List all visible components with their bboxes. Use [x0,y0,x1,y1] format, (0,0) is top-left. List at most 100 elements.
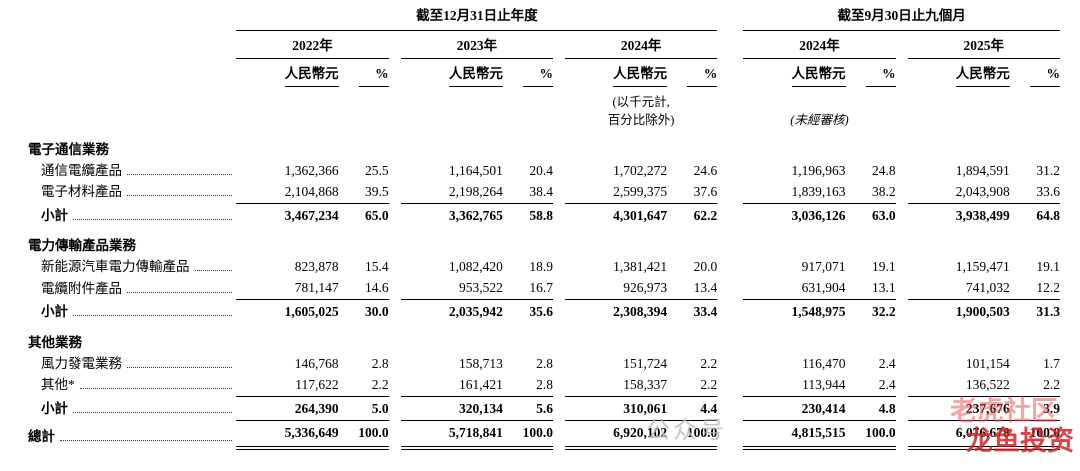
subtotal-row: 小計 1,605,025 30.0 2,035,942 35.6 2,308,394 33.… [28,298,1060,324]
money-cell: 1,900,503 [907,298,1010,324]
period-nine-month-header: 截至9月30日止九個月 [743,6,1060,31]
money-cell: 146,768 [294,355,339,371]
money-cell: 926,973 [623,280,668,296]
row-label-cell: 新能源汽車電力傳輸產品 [28,257,236,278]
pct-cell: 2.8 [371,355,389,371]
money-cell: 2,198,264 [448,183,503,199]
money-cell: 101,154 [965,355,1010,371]
pct-cell: 2.2 [700,376,718,392]
pct-cell: 100.0 [338,420,389,451]
column-gap [389,421,401,448]
column-gap [717,30,743,58]
table-row: 新能源汽車電力傳輸產品 823,878 15.4 1,082,420 18.9 1,381… [28,257,1060,278]
dot-leader [127,195,233,197]
money-cell: 2,035,942 [400,298,503,324]
dot-leader [73,412,233,413]
money-cell: 5,718,841 [400,420,503,451]
column-gap [717,89,743,131]
table-row: 電子材料產品 2,104,868 39.5 2,198,264 38.4 2,599,37… [28,182,1060,203]
table-header: 截至12月31日止年度 截至9月30日止九個月 2022年 2023年 2024… [28,6,1060,131]
money-cell: 1,159,471 [955,259,1010,275]
pct-cell: 33.6 [1036,183,1060,199]
column-gap [896,278,908,299]
column-notes-row: (以千元計, 百分比除外) (未經審核) [28,89,1060,131]
row-label-cell: 電纜附件產品 [28,278,236,299]
column-gap [896,182,908,203]
money-header-label: 人民幣元 [613,66,668,87]
money-cell: 2,599,375 [613,183,668,199]
row-label-cell: 小計 [28,203,236,227]
money-cell: 136,522 [965,376,1010,392]
row-label-cell: 總計 [28,421,236,448]
column-gap [553,182,565,203]
pct-cell: 33.4 [667,298,718,324]
pct-header: % [339,58,389,88]
column-gap [717,6,743,30]
section-header-row: 電子通信業務 [28,131,1060,161]
column-gap [389,58,401,88]
column-gap [553,161,565,182]
column-gap [553,354,565,375]
pct-cell: 2.4 [878,355,896,371]
money-cell: 2,043,908 [955,183,1010,199]
money-cell: 6,920,102 [564,420,668,451]
dot-leader [194,270,233,272]
money-cell: 5,336,649 [236,420,339,451]
subtotal-row: 小計 264,390 5.0 320,134 5.6 310,061 4.4 230,414 4… [28,395,1060,421]
pct-cell: 5.0 [338,395,389,421]
dot-leader [127,291,233,293]
pct-cell: 58.8 [502,202,553,228]
column-gap [896,396,908,421]
pct-cell: 62.2 [667,202,718,228]
column-gap [896,375,908,396]
subtotal-row: 小計 3,467,234 65.0 3,362,765 58.8 4,301,647 62.… [28,202,1060,228]
column-gap [553,278,565,299]
row-label: 小計 [41,304,68,319]
pct-cell: 20.0 [693,259,718,275]
pct-cell: 4.8 [845,395,896,421]
column-gap [717,354,743,375]
column-gap [717,278,743,299]
pct-header: % [846,58,896,88]
column-gap [389,300,401,324]
money-cell: 6,076,678 [907,420,1010,451]
money-cell: 1,894,591 [955,162,1010,178]
pct-cell: 65.0 [338,202,389,228]
pct-cell: 2.2 [371,376,389,392]
column-gap [389,30,401,58]
money-cell: 1,082,420 [448,259,503,275]
year-header-2024-9m: 2024年 [743,30,896,59]
row-label-wrap: 小計 [28,304,236,321]
pct-cell: 31.3 [1009,298,1060,324]
row-label-cell: 其他* [28,375,236,396]
pct-header-label: % [358,66,389,87]
row-label-cell: 小計 [28,300,236,324]
money-header-label: 人民幣元 [284,66,339,87]
column-gap [553,300,565,324]
row-label-cell: 通信電纜產品 [28,161,236,182]
row-label-cell: 小計 [28,396,236,421]
row-label-wrap: 風力發電業務 [28,356,236,373]
pct-cell: 100.0 [845,420,896,451]
money-cell: 823,878 [294,259,339,275]
money-header-label: 人民幣元 [955,66,1010,87]
pct-header-label: % [1030,66,1060,87]
section-title: 其他業務 [28,334,82,350]
column-gap [717,257,743,278]
empty-cell [28,30,236,58]
column-gap [717,58,743,88]
money-cell: 320,134 [400,395,503,421]
pct-header-label: % [687,66,718,87]
dot-leader [60,440,233,442]
column-gap [389,182,401,203]
pct-cell: 12.2 [1036,280,1060,296]
pct-header-label: % [865,66,896,87]
money-header-label: 人民幣元 [791,66,846,87]
row-label: 小計 [41,207,68,223]
pct-cell: 24.8 [871,162,896,178]
money-cell: 116,470 [802,355,846,371]
dot-leader [127,173,233,175]
year-header-2025-9m: 2025年 [907,30,1060,59]
column-gap [896,257,908,278]
money-cell: 1,548,975 [743,298,846,324]
